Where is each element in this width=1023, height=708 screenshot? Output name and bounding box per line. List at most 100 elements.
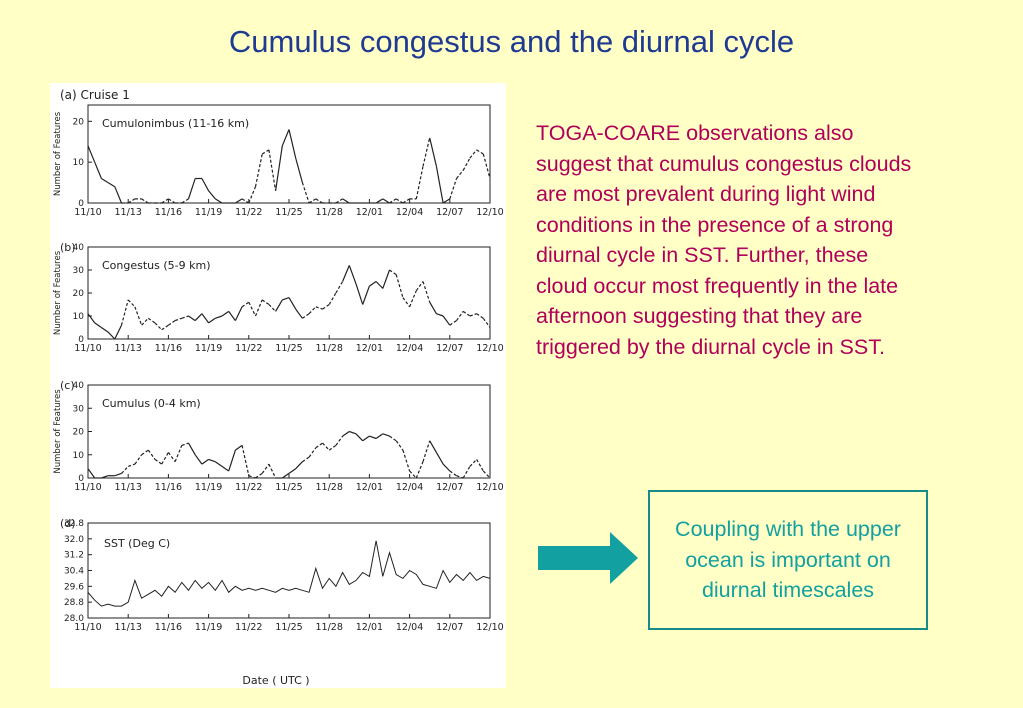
series-segment — [442, 315, 451, 326]
series-segment — [476, 459, 484, 472]
series-segment — [121, 465, 129, 474]
series-segment — [101, 327, 109, 333]
series-segment — [268, 149, 277, 191]
series-segment — [342, 431, 350, 437]
y-tick-label: 20 — [73, 289, 85, 299]
figure-header: (a) Cruise 1 — [60, 88, 130, 102]
series-segment — [382, 198, 390, 204]
series-segment — [375, 433, 384, 439]
series-segment — [422, 281, 431, 303]
series-segment — [389, 198, 397, 204]
x-tick-label: 11/28 — [316, 207, 343, 218]
series-segment — [382, 433, 390, 437]
series-segment — [268, 304, 277, 312]
series-segment — [295, 157, 303, 183]
x-tick-label: 11/28 — [316, 622, 343, 633]
series-segment — [261, 299, 270, 305]
series-segment — [348, 265, 357, 285]
series-label: Cumulus (0-4 km) — [102, 397, 201, 410]
series-segment — [482, 153, 491, 179]
series-segment — [288, 129, 297, 159]
series-segment — [435, 166, 444, 204]
y-tick-label: 40 — [73, 381, 85, 391]
series-segment — [201, 178, 210, 192]
right-arrow-icon — [538, 532, 638, 584]
series-segment — [147, 317, 156, 324]
series-segment — [161, 198, 169, 204]
series-segment — [462, 466, 471, 479]
series-segment — [442, 463, 451, 472]
series-segment — [154, 322, 163, 331]
y-axis-title: Number of Features — [53, 250, 63, 335]
series-segment — [255, 472, 263, 479]
series-segment — [208, 317, 216, 324]
series-segment — [141, 317, 149, 326]
y-tick-label: 30 — [73, 404, 85, 414]
series-segment — [288, 297, 297, 310]
series-segment — [154, 458, 163, 465]
x-tick-label: 12/01 — [356, 207, 383, 218]
x-tick-label: 11/19 — [195, 207, 222, 218]
series-segment — [120, 299, 129, 326]
x-tick-label: 11/19 — [195, 622, 222, 633]
series-segment — [395, 440, 404, 451]
series-segment — [187, 442, 196, 456]
y-tick-label: 40 — [73, 243, 85, 253]
x-tick-label: 12/01 — [356, 482, 383, 493]
x-tick-label: 12/07 — [436, 343, 463, 354]
panel-letter: (b) — [60, 241, 76, 254]
callout-box: Coupling with the upper ocean is importa… — [648, 490, 928, 630]
series-segment — [141, 449, 149, 456]
series-segment — [469, 458, 478, 467]
series-segment — [402, 198, 410, 204]
series-segment — [355, 283, 364, 305]
series-segment — [415, 281, 424, 292]
y-tick-label: 20 — [73, 428, 85, 438]
x-tick-label: 12/04 — [396, 207, 423, 218]
series-segment — [288, 468, 297, 474]
x-tick-label: 11/25 — [275, 343, 302, 354]
series-segment — [261, 149, 270, 155]
series-segment — [328, 292, 337, 305]
series-segment — [248, 186, 257, 204]
series-segment — [362, 435, 370, 442]
x-tick-label: 11/22 — [235, 482, 262, 493]
series-segment — [234, 306, 243, 321]
series-segment — [302, 456, 310, 463]
y-tick-label: 31.2 — [64, 551, 84, 561]
series-segment — [275, 299, 283, 312]
series-segment — [302, 313, 310, 319]
panel-letter: (d) — [60, 517, 76, 530]
series-segment — [476, 313, 484, 319]
series-segment — [181, 442, 189, 446]
series-segment — [194, 454, 203, 465]
series-segment — [214, 198, 223, 204]
x-tick-label: 12/07 — [436, 622, 463, 633]
x-tick-label: 12/04 — [396, 343, 423, 354]
x-tick-label: 11/13 — [115, 482, 142, 493]
x-tick-label: 11/16 — [155, 622, 182, 633]
series-segment — [275, 145, 283, 191]
series-segment — [415, 461, 424, 479]
series-segment — [248, 301, 257, 317]
x-tick-label: 11/25 — [275, 482, 302, 493]
series-segment — [87, 313, 96, 324]
x-tick-label: 12/07 — [436, 207, 463, 218]
series-segment — [301, 182, 310, 204]
body-paragraph: TOGA-COARE observations also suggest tha… — [536, 121, 912, 359]
series-segment — [482, 470, 491, 479]
series-segment — [114, 472, 122, 477]
y-tick-label: 0 — [78, 474, 84, 484]
x-tick-label: 11/22 — [235, 622, 262, 633]
x-tick-label: 11/28 — [316, 482, 343, 493]
series-segment — [107, 331, 116, 340]
series-segment — [181, 198, 189, 204]
y-axis-title: Number of Features — [53, 111, 63, 196]
series-segment — [295, 308, 303, 319]
x-tick-label: 12/01 — [356, 622, 383, 633]
y-tick-label: 10 — [73, 451, 85, 461]
x-tick-label: 12/07 — [436, 482, 463, 493]
series-segment — [282, 297, 290, 301]
slide-title: Cumulus congestus and the diurnal cycle — [228, 24, 795, 59]
series-segment — [456, 475, 464, 479]
